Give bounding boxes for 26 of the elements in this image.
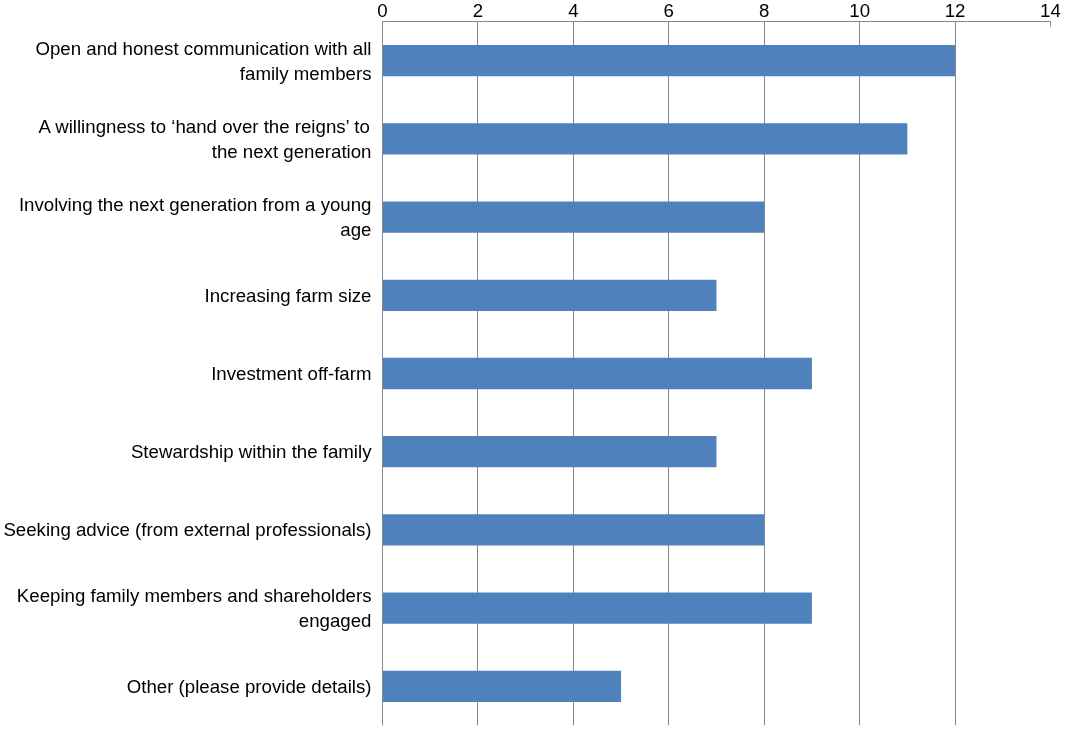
y-tick-label: Increasing farm size xyxy=(204,284,372,306)
y-tick-label: Open and honest communication with all family members xyxy=(35,37,372,84)
y-tick-label: Keeping family members and shareholders engaged xyxy=(16,585,372,632)
x-tick-label: 4 xyxy=(568,0,579,21)
x-tick-label: 6 xyxy=(663,0,674,21)
y-tick-label: Stewardship within the family xyxy=(130,441,373,463)
bar xyxy=(382,592,812,624)
bar xyxy=(382,279,717,311)
x-tick-label: 14 xyxy=(1040,0,1061,21)
bar xyxy=(382,670,622,703)
x-tick-label: 8 xyxy=(759,0,770,21)
y-tick-label: A willingness to ‘hand over the reigns’ to the next generation xyxy=(38,115,372,162)
bar xyxy=(382,201,765,233)
x-tick-label: 12 xyxy=(944,0,966,21)
y-tick-label: Investment off-farm xyxy=(211,363,372,384)
x-tick-label: 2 xyxy=(472,0,484,21)
bar xyxy=(382,514,765,546)
y-tick-label: Other (please provide details) xyxy=(126,675,372,697)
bar xyxy=(382,357,812,390)
bar xyxy=(382,44,956,77)
bar xyxy=(382,123,908,155)
bar xyxy=(382,436,717,468)
x-tick-label: 10 xyxy=(849,0,871,21)
y-tick-label: Involving the next generation from a young age xyxy=(18,193,372,241)
y-tick-label: Seeking advice (from external professionals) xyxy=(3,519,372,541)
x-tick-label: 0 xyxy=(377,0,388,21)
